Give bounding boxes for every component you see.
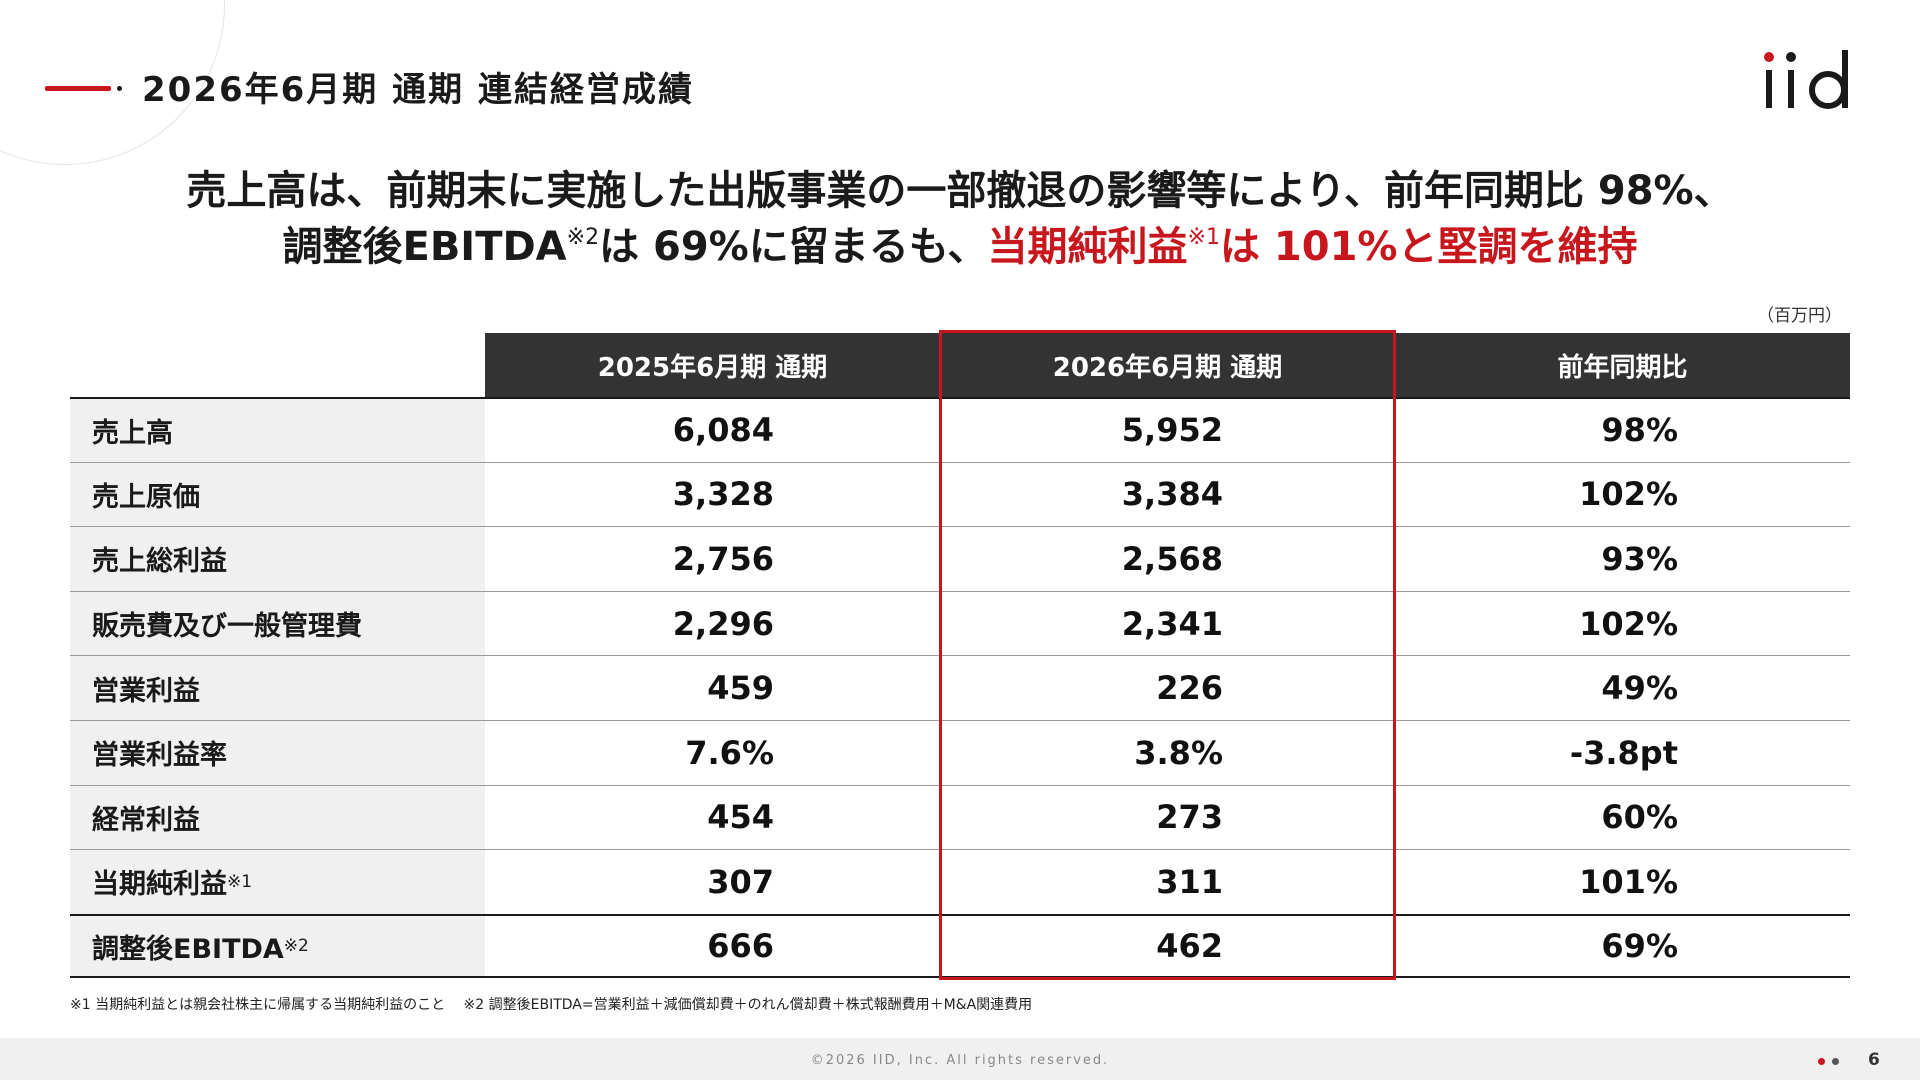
value-yoy: 102% (1579, 475, 1678, 514)
value-yoy: 69% (1601, 927, 1678, 966)
table-row: 販売費及び一般管理費 2,296 2,341 102% (70, 590, 1850, 656)
row-label: 当期純利益 ※1 (70, 850, 485, 914)
headline-line-2: 調整後EBITDA※2は 69%に留まるも、当期純利益※1は 101%と堅調を維… (0, 214, 1920, 272)
value-fy2025: 2,756 (672, 539, 774, 578)
table-row: 売上総利益 2,756 2,568 93% (70, 526, 1850, 591)
headline-note-mark-2: ※2 (566, 225, 600, 250)
value-yoy: -3.8pt (1569, 733, 1678, 772)
unit-label: （百万円） (1757, 306, 1842, 326)
table-row: 当期純利益 ※1 307 311 101% (70, 849, 1850, 914)
value-fy2026: 273 (1156, 798, 1223, 837)
headline-net-income: 当期純利益 (987, 224, 1188, 270)
table-header-blank (70, 333, 485, 397)
table-header-row: 2025年6月期 通期 2026年6月期 通期 前年同期比 (70, 333, 1850, 397)
copyright: ©2026 IID, Inc. All rights reserved. (810, 1053, 1110, 1068)
value-fy2025: 666 (707, 927, 774, 966)
headline-note-mark-1: ※1 (1187, 225, 1220, 250)
footer-dark-dot (1832, 1058, 1839, 1065)
value-fy2025: 6,084 (672, 411, 774, 450)
header-accent-dot (117, 86, 122, 91)
value-fy2025: 2,296 (672, 604, 774, 643)
headline-ebitda-text: 調整後EBITDA (282, 224, 567, 270)
value-fy2026: 2,341 (1121, 604, 1223, 643)
value-fy2026: 3,384 (1121, 475, 1223, 514)
table-row: 売上高 6,084 5,952 98% (70, 397, 1850, 462)
slide-title: 2026年6月期 通期 連結経営成績 (142, 70, 694, 110)
table-row: 売上原価 3,328 3,384 102% (70, 461, 1850, 527)
table-row: 営業利益率 7.6% 3.8% -3.8pt (70, 719, 1850, 785)
headline-line-1: 売上高は、前期末に実施した出版事業の一部撤退の影響等により、前年同期比 98%、 (186, 168, 1734, 214)
row-label: 売上原価 (70, 462, 485, 527)
value-yoy: 93% (1601, 539, 1678, 578)
row-label: 経常利益 (70, 785, 485, 850)
table-row: 経常利益 454 273 60% (70, 784, 1850, 850)
value-yoy: 102% (1579, 604, 1678, 643)
row-label: 売上高 (70, 399, 485, 462)
value-fy2025: 307 (707, 862, 774, 901)
table-row: 営業利益 459 226 49% (70, 655, 1850, 720)
value-yoy: 98% (1601, 411, 1678, 450)
headline-net-income-result: は 101%と堅調を維持 (1219, 224, 1638, 270)
value-fy2026: 226 (1156, 669, 1223, 708)
financial-results-table: 2025年6月期 通期 2026年6月期 通期 前年同期比 売上高 6,084 … (70, 333, 1850, 979)
value-fy2026: 5,952 (1121, 411, 1223, 450)
row-label: 調整後EBITDA ※2 (70, 915, 485, 977)
value-fy2026: 2,568 (1121, 539, 1223, 578)
column-header-fy2026: 2026年6月期 通期 (940, 333, 1395, 397)
value-yoy: 101% (1579, 862, 1678, 901)
value-fy2025: 3,328 (672, 475, 774, 514)
value-fy2026: 3.8% (1134, 733, 1223, 772)
column-header-yoy: 前年同期比 (1395, 333, 1850, 397)
headline-ebitda-result: は 69%に留まるも、 (599, 224, 988, 270)
row-label: 営業利益率 (70, 720, 485, 785)
header-accent-line (45, 86, 111, 91)
value-fy2025: 7.6% (685, 733, 774, 772)
iid-logo (1764, 50, 1848, 109)
value-fy2025: 459 (707, 669, 774, 708)
page-number: 6 (1868, 1050, 1880, 1070)
footer-red-dot (1818, 1058, 1825, 1065)
table-row: 調整後EBITDA ※2 666 462 69% (70, 913, 1850, 979)
value-fy2026: 462 (1156, 927, 1223, 966)
column-header-fy2025: 2025年6月期 通期 (485, 333, 940, 397)
value-yoy: 49% (1601, 669, 1678, 708)
value-fy2026: 311 (1156, 862, 1223, 901)
value-fy2025: 454 (707, 798, 774, 837)
row-label: 売上総利益 (70, 527, 485, 591)
footer-bar (0, 1038, 1920, 1080)
footnote: ※1 当期純利益とは親会社株主に帰属する当期純利益のこと ※2 調整後EBITD… (70, 997, 1033, 1013)
value-yoy: 60% (1601, 798, 1678, 837)
row-label: 営業利益 (70, 656, 485, 720)
row-label: 販売費及び一般管理費 (70, 591, 485, 656)
